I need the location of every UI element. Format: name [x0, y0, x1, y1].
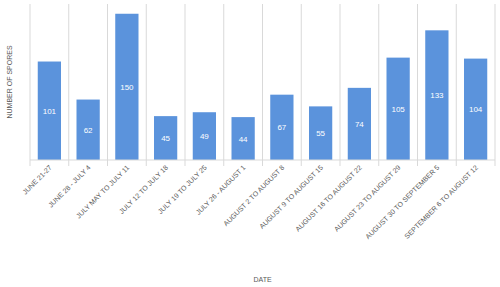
data-label: 67: [277, 123, 286, 132]
data-label: 150: [120, 83, 134, 92]
bar: [77, 100, 100, 160]
grid-line: [30, 4, 31, 166]
bars: [38, 14, 488, 160]
bar: [270, 95, 293, 160]
data-label: 74: [355, 120, 364, 129]
x-tick-label: AUGUST 23 TO AUGUST 29: [333, 164, 402, 233]
data-label: 104: [469, 105, 483, 114]
bar: [38, 62, 61, 160]
bar: [154, 116, 177, 160]
bar: [348, 88, 371, 160]
grid-line: [68, 4, 69, 166]
chart-container: 101 62 150 45 49 44 67 55 74 105 133 104 JUNE 21-27J…: [0, 0, 500, 287]
grid-line: [340, 4, 341, 166]
data-label: 105: [391, 105, 405, 114]
grid-line: [495, 4, 496, 166]
x-tick-label: JUNE 28 - JULY 4: [47, 164, 92, 209]
grid-line: [301, 4, 302, 166]
data-label: 44: [239, 135, 248, 144]
grid-line: [456, 4, 457, 166]
chart-svg: 101 62 150 45 49 44 67 55 74 105 133 104 JUNE 21-27J…: [0, 0, 500, 287]
data-label: 101: [43, 107, 57, 116]
x-tick-label: SEPTEMBER 6 TO AUGUST 12: [403, 164, 479, 240]
data-label: 133: [430, 91, 444, 100]
grid-line: [185, 4, 186, 166]
y-axis-title: NUMBER OF SPORES: [6, 45, 13, 118]
data-label: 45: [161, 134, 170, 143]
grid-line: [262, 4, 263, 166]
data-label: 62: [84, 126, 93, 135]
grid-line: [146, 4, 147, 166]
bar: [464, 59, 487, 160]
x-tick-label: JUNE 21-27: [21, 164, 53, 196]
bar: [425, 30, 448, 160]
grid-line: [417, 4, 418, 166]
x-tick-label: AUGUST 16 TO AUGUST 22: [294, 164, 363, 233]
bar: [387, 58, 410, 160]
data-label: 49: [200, 132, 209, 141]
bar: [232, 117, 255, 160]
bar: [115, 14, 138, 160]
bar: [309, 106, 332, 160]
grid-line: [223, 4, 224, 166]
x-tick-label: AUGUST 9 TO AUGUST 15: [258, 164, 324, 230]
x-axis-line: [30, 160, 495, 161]
grid-line: [107, 4, 108, 166]
x-axis-title: DATE: [253, 276, 271, 283]
x-tick-label: AUGUST 30 TO SEPTEMBER 5: [364, 164, 441, 241]
grid-line: [378, 4, 379, 166]
x-tick-label: AUGUST 2 TO AUGUST 8: [222, 164, 286, 228]
bar: [193, 112, 216, 160]
data-labels: 101 62 150 45 49 44 67 55 74 105 133 104: [43, 83, 483, 144]
data-label: 55: [316, 129, 325, 138]
